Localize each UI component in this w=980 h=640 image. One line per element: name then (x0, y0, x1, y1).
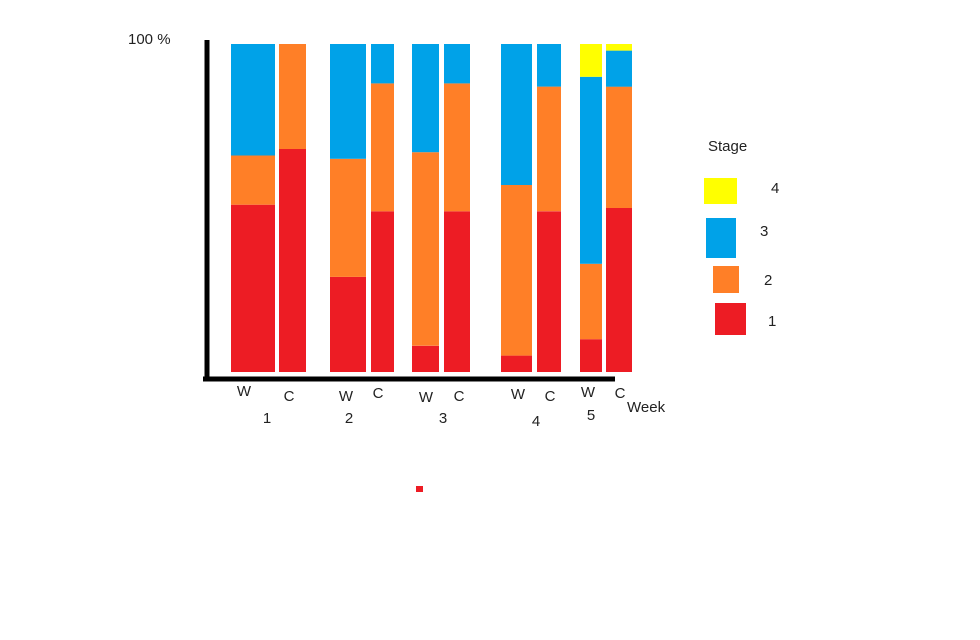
bar-week5-W-stage2 (580, 263, 602, 340)
legend-swatch-stage2 (713, 266, 739, 293)
bar-week5-W-stage4 (580, 44, 602, 77)
week-label-4: 4 (532, 413, 540, 430)
bar-label-W-week3: W (419, 389, 434, 406)
bar-week4-C-stage1 (537, 211, 561, 372)
week-label-3: 3 (439, 410, 447, 427)
bar-week5-C-stage3 (606, 50, 632, 87)
bar-week4-C-stage2 (537, 86, 561, 212)
bar-label-C-week5: C (615, 385, 626, 402)
bar-week2-W-stage1 (330, 276, 366, 372)
bar-week1-W-stage2 (231, 155, 275, 205)
bar-label-C-week2: C (373, 385, 384, 402)
bar-week1-C-stage1 (279, 149, 306, 372)
bar-week2-W-stage3 (330, 44, 366, 159)
bar-label-C-week1: C (284, 388, 295, 405)
week-label-5: 5 (587, 407, 595, 424)
bar-week3-C-stage1 (444, 211, 470, 372)
bar-label-W-week2: W (339, 388, 354, 405)
bar-week5-C-stage1 (606, 208, 632, 372)
bar-week3-W-stage2 (412, 152, 439, 346)
bar-week1-W-stage1 (231, 204, 275, 372)
legend-title: Stage (708, 138, 747, 155)
week-label-1: 1 (263, 410, 271, 427)
week-label-2: 2 (345, 410, 353, 427)
bar-week5-C-stage2 (606, 86, 632, 208)
bars-group (231, 44, 632, 372)
legend-swatch-stage3 (706, 218, 736, 258)
bar-week3-C-stage3 (444, 44, 470, 84)
bar-label-W-week1: W (237, 383, 252, 400)
x-axis-title: Week (627, 399, 666, 416)
legend-label-stage1: 1 (768, 313, 776, 330)
bar-label-W-week5: W (581, 384, 596, 401)
bar-week2-C-stage2 (371, 83, 394, 212)
legend-swatch-stage4 (704, 178, 737, 204)
bar-week4-W-stage1 (501, 355, 532, 372)
bar-week5-C-stage4 (606, 44, 632, 51)
bar-week5-W-stage3 (580, 76, 602, 264)
bar-week2-C-stage1 (371, 211, 394, 372)
bar-week3-W-stage1 (412, 345, 439, 372)
bar-week4-W-stage2 (501, 185, 532, 356)
legend-label-stage2: 2 (764, 272, 772, 289)
bar-label-W-week4: W (511, 386, 526, 403)
bar-week5-W-stage1 (580, 339, 602, 372)
bar-label-C-week4: C (545, 388, 556, 405)
legend: 4 3 2 1 (704, 178, 779, 335)
bar-week3-C-stage2 (444, 83, 470, 212)
legend-label-stage4: 4 (771, 180, 779, 197)
bar-week2-C-stage3 (371, 44, 394, 84)
legend-swatch-stage1 (715, 303, 746, 335)
legend-label-stage3: 3 (760, 223, 768, 240)
y-top-label: 100 % (128, 31, 171, 48)
bar-week4-C-stage3 (537, 44, 561, 87)
bar-week3-W-stage3 (412, 44, 439, 153)
bar-week1-W-stage3 (231, 44, 275, 156)
bar-week2-W-stage2 (330, 158, 366, 277)
stray-red-mark (416, 486, 423, 492)
bar-label-C-week3: C (454, 388, 465, 405)
bar-week1-C-stage2 (279, 44, 306, 149)
bar-week4-W-stage3 (501, 44, 532, 185)
x-labels-group: W C W C W C W C W C1 2 3 4 5 (237, 383, 626, 430)
